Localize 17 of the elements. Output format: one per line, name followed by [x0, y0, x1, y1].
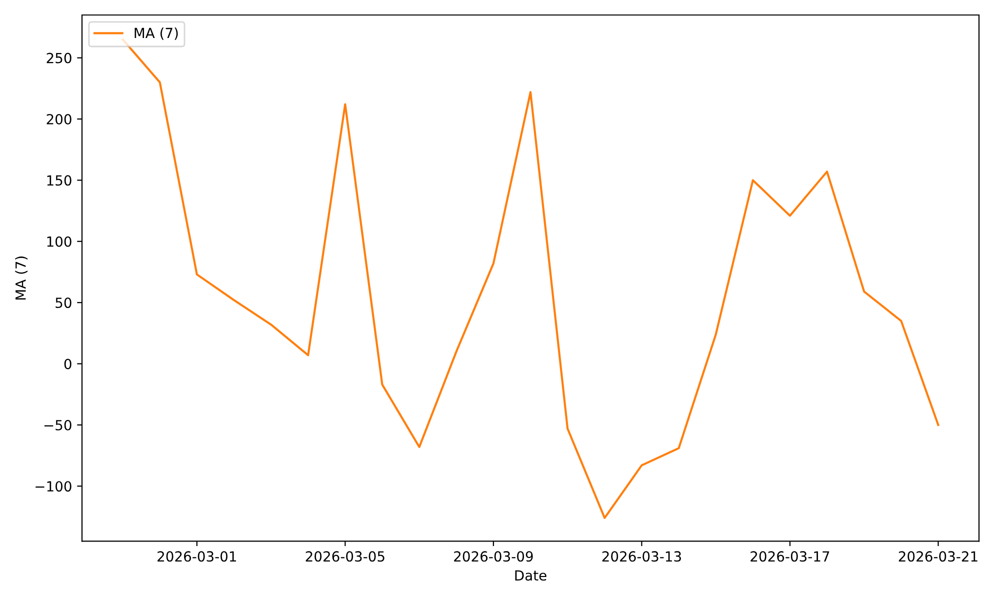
- x-tick-label: 2026-03-13: [602, 551, 681, 562]
- y-tick-label: −100: [36, 481, 72, 492]
- x-tick-label: 2026-03-21: [898, 551, 978, 562]
- y-tick-label: 0: [64, 358, 72, 370]
- x-tick-label: 2026-03-01: [158, 551, 236, 562]
- x-tick-label: 2026-03-17: [750, 551, 830, 562]
- x-tick-label: 2026-03-09: [454, 551, 533, 562]
- x-axis-title: Date: [515, 570, 546, 581]
- y-tick-label: 100: [47, 236, 72, 247]
- y-tick-label: 50: [56, 298, 72, 308]
- y-tick-label: 250: [46, 52, 72, 64]
- legend-label: MA (7): [134, 28, 178, 40]
- y-tick-label: 150: [47, 175, 72, 186]
- y-tick-label: 200: [46, 114, 72, 124]
- x-tick-label: 2026-03-05: [306, 551, 384, 562]
- y-axis-title: MA (7): [15, 256, 28, 300]
- y-tick-label: −50: [44, 420, 72, 430]
